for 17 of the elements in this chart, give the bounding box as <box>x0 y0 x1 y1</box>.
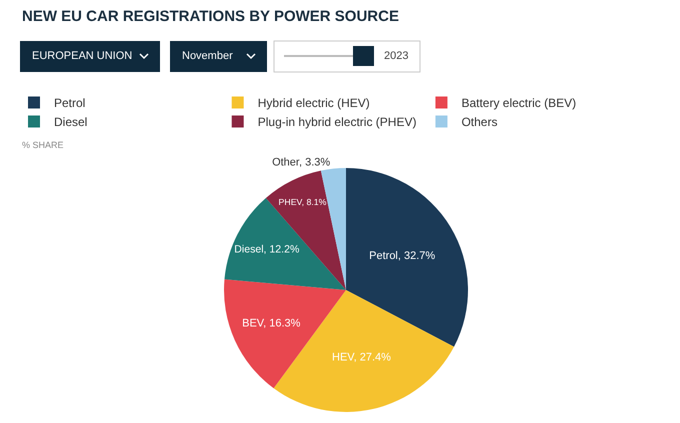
legend-label: Battery electric (BEV) <box>461 96 576 110</box>
data-label: Diesel, 12.2% <box>234 244 300 256</box>
data-label: Petrol, 32.7% <box>369 250 436 262</box>
text: EUROPEAN UNION <box>32 50 132 62</box>
legend-label: Hybrid electric (HEV) <box>258 96 370 110</box>
chart-title: NEW EU CAR REGISTRATIONS BY POWER SOURCE <box>22 8 399 25</box>
text: November <box>182 50 234 62</box>
data-label: Other, 3.3% <box>272 156 330 169</box>
legend-label: Petrol <box>54 96 86 110</box>
legend-label: Others <box>461 115 498 130</box>
data-label: PHEV, 8.1% <box>278 197 327 208</box>
legend-label: Plug-in hybrid electric (PHEV) <box>258 115 416 130</box>
text: 2023 <box>384 50 408 62</box>
legend-label: Diesel <box>54 115 88 130</box>
text: % SHARE <box>22 140 64 150</box>
data-label: HEV, 27.4% <box>332 352 392 364</box>
data-label: BEV, 16.3% <box>242 318 301 330</box>
